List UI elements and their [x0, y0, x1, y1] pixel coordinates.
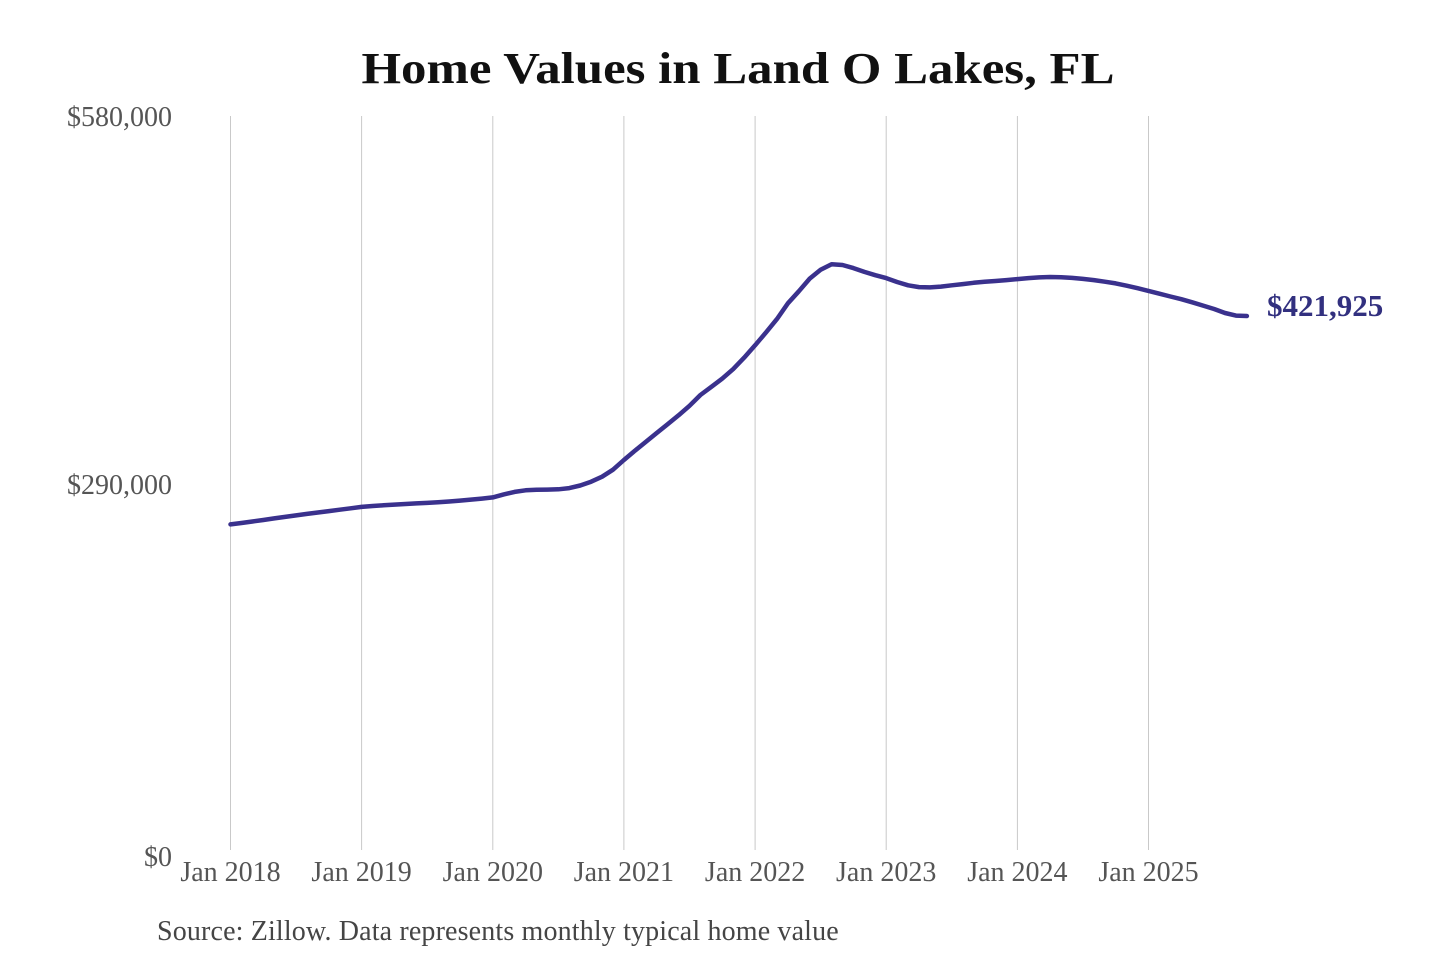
svg-text:Jan 2025: Jan 2025 [1098, 857, 1198, 888]
svg-text:Source: Zillow. Data represent: Source: Zillow. Data represents monthly … [157, 916, 839, 947]
svg-text:$580,000: $580,000 [67, 102, 172, 133]
svg-text:Jan 2019: Jan 2019 [311, 857, 411, 888]
svg-text:Jan 2018: Jan 2018 [180, 857, 280, 888]
svg-text:Jan 2021: Jan 2021 [574, 857, 674, 888]
svg-text:Jan 2020: Jan 2020 [443, 857, 543, 888]
svg-text:$0: $0 [144, 842, 172, 873]
svg-text:Jan 2024: Jan 2024 [967, 857, 1067, 888]
svg-text:$290,000: $290,000 [67, 470, 172, 501]
svg-text:Home Values in Land O Lakes, F: Home Values in Land O Lakes, FL [362, 44, 1115, 93]
svg-text:Jan 2022: Jan 2022 [705, 857, 805, 888]
svg-text:Jan 2023: Jan 2023 [836, 857, 936, 888]
svg-text:$421,925: $421,925 [1267, 288, 1383, 323]
